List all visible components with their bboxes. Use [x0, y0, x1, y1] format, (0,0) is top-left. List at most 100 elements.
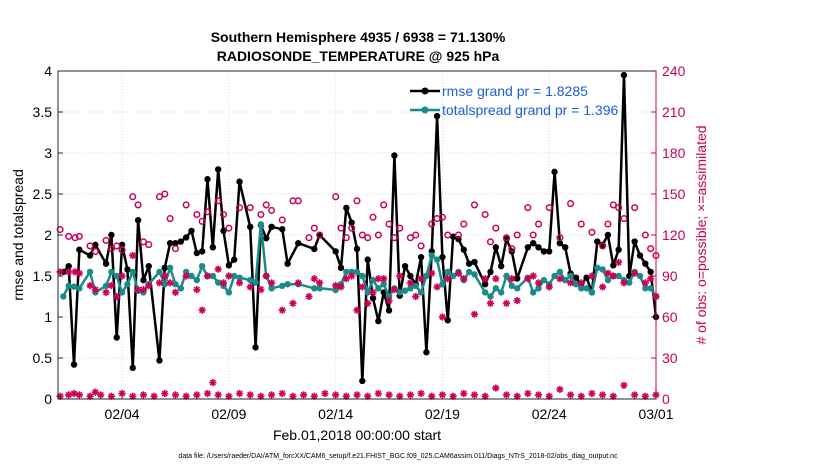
obs-low-point	[193, 391, 201, 399]
obs-assimilated-point	[332, 281, 340, 290]
rmse-point	[145, 262, 152, 270]
obs-assimilated-point	[86, 281, 94, 290]
rmse-point	[535, 244, 542, 251]
obs-low-point	[246, 391, 254, 399]
obs-assimilated-point	[433, 283, 441, 291]
obs-low-point	[620, 381, 628, 389]
rmse-point	[113, 334, 120, 341]
obs-low-point	[492, 384, 500, 392]
obs-low-point-stroke	[86, 393, 94, 400]
obs-assimilated-point-stroke	[161, 272, 168, 280]
obs-possible-point	[155, 193, 163, 201]
obs-low-point	[65, 391, 73, 399]
rmse-point	[166, 240, 174, 247]
rmse-point	[284, 260, 291, 267]
obs-low-point	[161, 389, 169, 398]
obs-low-point-stroke	[428, 393, 435, 400]
obs-low-point	[641, 392, 649, 400]
rmse-point	[423, 349, 430, 356]
obs-low-point	[524, 389, 532, 398]
obs-assimilated-point-stroke	[65, 268, 72, 276]
totalspread-point	[513, 285, 521, 292]
obs-assimilated-point-stroke	[417, 275, 425, 282]
obs-assimilated-point-stroke	[599, 283, 606, 291]
obs-low-point-stroke	[396, 393, 403, 400]
obs-possible-point	[369, 213, 377, 221]
obs-low-point-stroke	[76, 391, 83, 399]
obs-assimilated-point-stroke	[535, 279, 542, 286]
obs-assimilated-point	[380, 275, 388, 283]
rmse-point	[156, 357, 163, 364]
obs-assimilated-point	[534, 279, 543, 287]
obs-assimilated-point-stroke	[337, 283, 345, 291]
obs-possible-point	[268, 206, 276, 214]
obs-low-point	[577, 392, 585, 400]
obs-possible-point	[166, 215, 174, 223]
totalspread-point	[407, 285, 414, 292]
obs-assimilated-point-stroke	[305, 293, 313, 300]
rmse-point	[65, 262, 72, 270]
rmse-point	[102, 260, 110, 267]
obs-assimilated-point-stroke	[439, 313, 446, 321]
obs-assimilated-point	[145, 281, 153, 290]
obs-assimilated-point-stroke	[118, 272, 126, 280]
obs-assimilated-point-stroke	[631, 270, 638, 277]
obs-assimilated-point	[529, 272, 537, 280]
totalspread-point	[487, 293, 494, 300]
obs-assimilated-point	[166, 279, 174, 287]
obs-low-point	[129, 392, 137, 400]
obs-possible-point	[620, 215, 628, 223]
obs-low-point-stroke	[279, 390, 286, 397]
obs-low-point	[438, 391, 447, 399]
obs-possible-point	[129, 193, 137, 201]
rmse-point	[124, 266, 131, 273]
totalspread-point	[439, 281, 446, 288]
obs-possible-point	[65, 232, 73, 240]
obs-assimilated-point-stroke	[433, 283, 441, 291]
totalspread-point	[70, 283, 78, 290]
totalspread-point	[225, 289, 233, 296]
obs-possible-point	[294, 197, 302, 205]
totalspread-point	[166, 264, 174, 271]
obs-possible-point	[358, 231, 366, 239]
obs-possible-point	[145, 241, 153, 249]
obs-low-point	[332, 391, 340, 399]
obs-assimilated-point	[412, 292, 420, 301]
x-axis-label: Feb.01,2018 00:00:00 start	[273, 427, 441, 443]
obs-low-point	[599, 391, 607, 399]
obs-low-point-stroke	[364, 393, 371, 400]
obs-assimilated-point-stroke	[380, 275, 387, 282]
obs-possible-point	[460, 220, 468, 228]
obs-assimilated-point	[566, 279, 575, 287]
series-layer	[56, 70, 660, 400]
obs-possible-point	[214, 197, 222, 205]
rmse-point	[572, 274, 580, 281]
rmse-point	[364, 256, 371, 263]
obs-low-point-stroke	[268, 391, 275, 399]
obs-assimilated-point	[577, 279, 585, 287]
totalspread-point	[76, 285, 83, 292]
obs-assimilated-point-stroke	[375, 275, 382, 282]
obs-assimilated-point-stroke	[102, 289, 110, 296]
obs-assimilated-point	[369, 288, 377, 296]
rmse-point	[647, 268, 654, 276]
obs-assimilated-point-stroke	[311, 275, 318, 282]
rmse-point	[86, 252, 94, 259]
rmse-point	[449, 233, 457, 240]
obs-low-point-stroke	[289, 393, 297, 400]
rmse-point	[295, 240, 302, 247]
obs-low-point-stroke	[449, 393, 457, 400]
rmse-point	[118, 241, 126, 249]
y2-tick-label: 0	[662, 391, 670, 407]
obs-assimilated-point-stroke	[647, 275, 654, 282]
obs-low-point-stroke	[108, 393, 115, 400]
totalspread-point	[156, 268, 163, 276]
obs-assimilated-point	[599, 283, 607, 291]
totalspread-point	[626, 279, 633, 286]
obs-assimilated-point	[417, 275, 425, 283]
totalspread-point	[556, 268, 564, 276]
obs-possible-point	[364, 234, 372, 242]
obs-low-point-stroke	[140, 391, 147, 399]
totalspread-point	[247, 276, 254, 284]
obs-possible-point	[588, 228, 596, 236]
